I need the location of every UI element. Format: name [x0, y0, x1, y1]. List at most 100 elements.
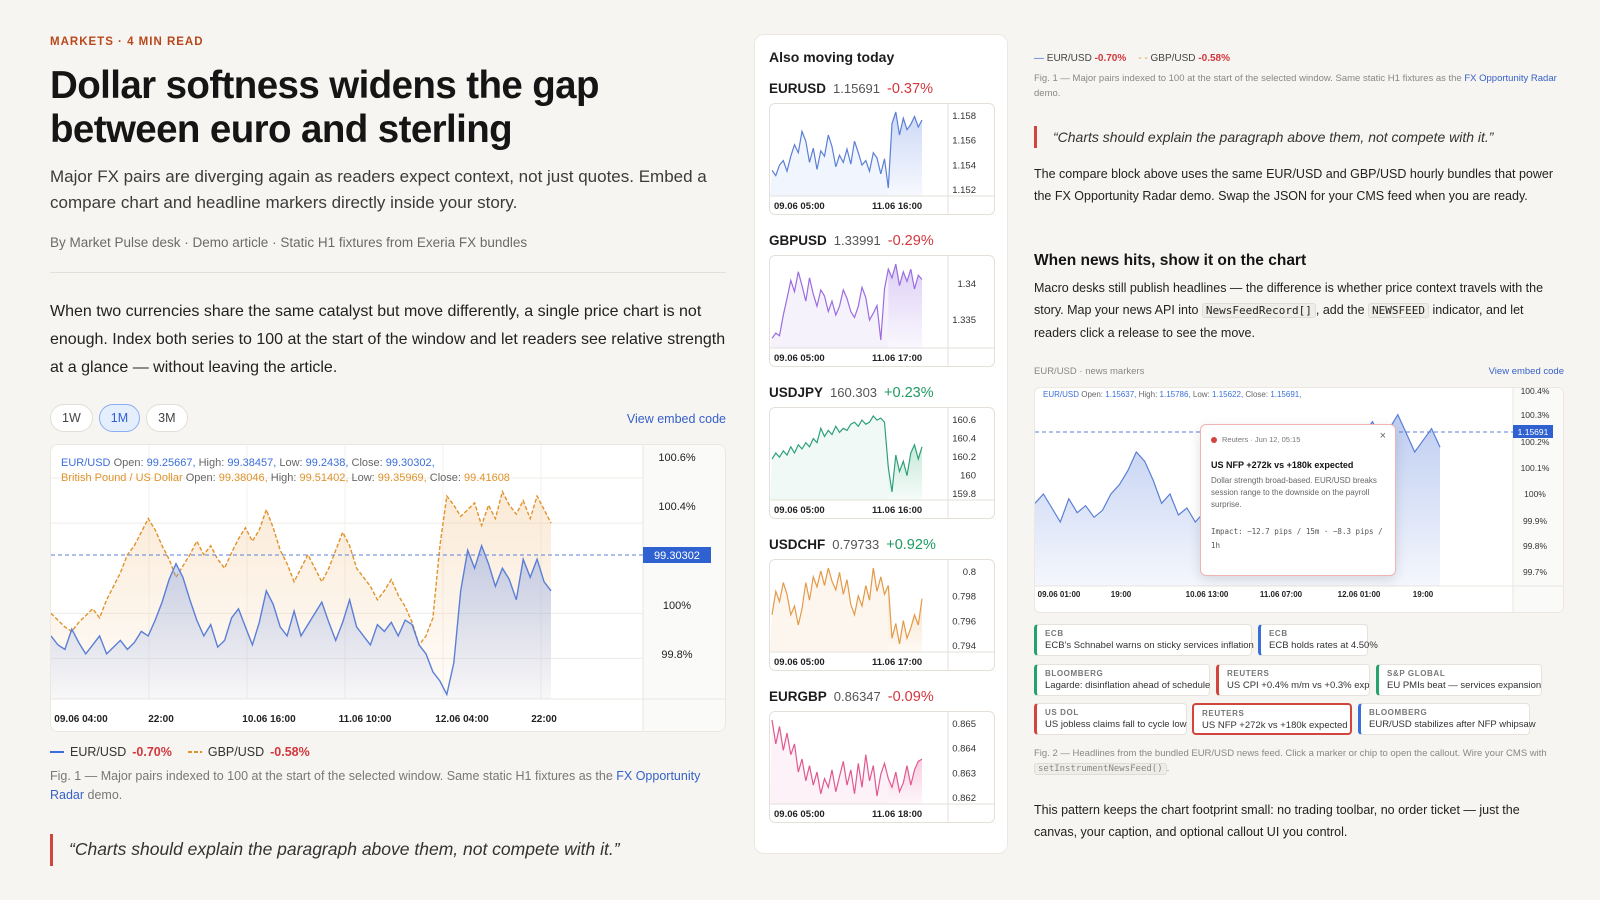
sparkline-y-tick: 1.34 — [958, 279, 977, 290]
news-chip[interactable]: BLOOMBERG Lagarde: disinflation ahead of … — [1034, 664, 1210, 696]
pair-change: -0.37% — [887, 81, 933, 97]
pair-sparkline[interactable]: 1.34 1.335 09.06 05:00 11.06 17:00 — [769, 255, 995, 367]
news-last-price-label: 1.15691 — [1518, 427, 1549, 437]
news-y-tick: 99.7% — [1523, 567, 1548, 577]
last-price-label: 99.30302 — [654, 550, 700, 562]
sparkline-y-tick: 1.152 — [952, 185, 976, 196]
news-chart[interactable]: 1.15691 100.4% 100.3% 100.2% 100.1% 100% 99.9%… — [1034, 387, 1564, 613]
chip-source: US DOL — [1045, 708, 1079, 717]
range-1m-button[interactable]: 1M — [98, 404, 141, 432]
code-newsfeed: NEWSFEED — [1368, 303, 1429, 318]
legend-gbpusd-swatch — [187, 751, 202, 753]
pair-price: 0.79733 — [832, 537, 880, 552]
figure-caption-small: Fig. 1 — Major pairs indexed to 100 at t… — [1034, 71, 1564, 101]
pair-sparkline[interactable]: 160.6 160.4 160.2 160 159.8 09.06 05:00 11.06 … — [769, 407, 995, 519]
sparkline-canvas: 0.8 0.798 0.796 0.794 09.06 05:00 11.06 17:00 — [770, 560, 994, 670]
news-chip[interactable]: ECB ECB's Schnabel warns on sticky servic… — [1034, 624, 1254, 656]
eurusd-line[interactable] — [51, 543, 552, 697]
range-3m-button[interactable]: 3M — [146, 404, 188, 432]
y-tick-label: 100.4% — [658, 501, 696, 513]
pair-usdchf[interactable]: USDCHF 0.79733 +0.92% 0.8 0.798 0.796 0.794 09.… — [769, 537, 995, 671]
news-chip[interactable]: REUTERS US CPI +0.4% m/m vs +0.3% exp — [1216, 664, 1370, 696]
chip-headline: ECB holds rates at 4.50% — [1269, 640, 1378, 651]
sparkline-line — [771, 719, 923, 797]
pair-symbol: EURGBP — [769, 689, 827, 704]
x-tick-label: 22:00 — [148, 714, 174, 725]
paragraph-compare: The compare block above uses the same EU… — [1034, 167, 1554, 203]
pair-symbol: GBPUSD — [769, 233, 827, 248]
sparkline-y-tick: 160.4 — [952, 434, 976, 445]
pair-change: +0.92% — [886, 537, 936, 553]
sparkline-canvas: 1.158 1.156 1.154 1.152 09.06 05:00 11.06 16:… — [770, 104, 994, 214]
compare-chart-canvas[interactable]: 99.30302 100.6% 100.4% 100% 99.8% 09.06 04:00… — [51, 445, 726, 732]
sparkline-area-early — [770, 568, 889, 652]
code-setinstrumentnewsfeed: setInstrumentNewsFeed() — [1034, 763, 1167, 775]
sparkline-y-tick: 0.864 — [952, 744, 976, 755]
x-tick-label: 22:00 — [531, 714, 557, 725]
eurusd-area — [51, 545, 551, 699]
callout-source: Reuters · Jun 12, 05:15 — [1211, 435, 1385, 444]
news-chip[interactable]: S&P GLOBAL EU PMIs beat — services expans… — [1376, 664, 1542, 696]
sparkline-y-tick: 1.158 — [952, 111, 976, 122]
pair-sparkline[interactable]: 0.8 0.798 0.796 0.794 09.06 05:00 11.06 17:00 — [769, 559, 995, 671]
pair-usdjpy[interactable]: USDJPY 160.303 +0.23% 160.6 160.4 160.2 160 159… — [769, 385, 995, 519]
pair-sparkline[interactable]: 0.865 0.864 0.863 0.862 09.06 05:00 11.06 18:… — [769, 711, 995, 823]
news-chip[interactable]: REUTERS US NFP +272k vs +180k expected — [1192, 703, 1352, 735]
fx-radar-link[interactable]: FX Opportunity Radar — [50, 769, 701, 802]
news-x-tick: 09.06 01:00 — [1038, 590, 1081, 599]
y-tick-label: 100.6% — [658, 452, 696, 464]
news-ohlc: EUR/USD Open: 1.15637, High: 1.15786, Lo… — [1043, 390, 1301, 399]
x-tick-label: 12.06 04:00 — [435, 714, 489, 725]
sparkline-y-tick: 160.2 — [952, 452, 976, 463]
gbpusd-line[interactable] — [51, 489, 552, 647]
legend-eurusd[interactable]: EUR/USD -0.70% — [50, 745, 172, 759]
chip-source: S&P GLOBAL — [1387, 669, 1446, 678]
view-embed-code-link[interactable]: View embed code — [626, 412, 726, 426]
legend-gbpusd[interactable]: GBP/USD -0.58% — [187, 745, 310, 759]
sparkline-area-early — [770, 416, 889, 500]
view-embed-code-link-small[interactable]: View embed code — [1488, 366, 1564, 377]
sparkline-x-tick-start: 09.06 05:00 — [774, 505, 825, 516]
chip-source: ECB — [1269, 629, 1288, 638]
fig2-text: Fig. 2 — Headlines from the bundled EUR/… — [1034, 748, 1547, 759]
sparkline-y-tick: 0.794 — [952, 641, 976, 652]
sparkline-line — [771, 263, 923, 341]
news-chip[interactable]: BLOOMBERG EUR/USD stabilizes after NFP wh… — [1358, 703, 1536, 735]
news-callout[interactable]: Reuters · Jun 12, 05:15 × US NFP +272k v… — [1200, 424, 1396, 576]
sparkline-y-tick: 1.335 — [952, 315, 976, 326]
compare-chart[interactable]: 99.30302 100.6% 100.4% 100% 99.8% 09.06 04:00… — [50, 444, 726, 732]
pair-header: GBPUSD 1.33991 -0.29% — [769, 233, 995, 255]
caption-small-end: demo. — [1034, 88, 1061, 99]
sparkline-y-tick: 0.798 — [952, 592, 976, 603]
sparkline-x-tick-end: 11.06 18:00 — [872, 809, 922, 820]
chip-source: BLOOMBERG — [1369, 708, 1428, 717]
close-icon[interactable]: × — [1379, 430, 1386, 442]
news-chip[interactable]: US DOL US jobless claims fall to cycle lo… — [1034, 703, 1187, 735]
pair-eurusd[interactable]: EURUSD 1.15691 -0.37% 1.158 1.156 1.154 1.152 0… — [769, 81, 995, 215]
fig2-end: . — [1166, 763, 1170, 774]
legend-eurusd-label: EUR/USD — [70, 745, 127, 759]
news-y-tick: 100.4% — [1521, 388, 1550, 396]
sparkline-y-tick: 0.863 — [952, 768, 976, 779]
sparkline-canvas: 0.865 0.864 0.863 0.862 09.06 05:00 11.06 18:… — [770, 712, 994, 822]
sparkline-area-early — [770, 269, 889, 348]
figure2-caption: Fig. 2 — Headlines from the bundled EUR/… — [1034, 746, 1564, 777]
news-chip[interactable]: ECB ECB holds rates at 4.50% — [1258, 624, 1378, 656]
pair-gbpusd[interactable]: GBPUSD 1.33991 -0.29% 1.34 1.335 09.06 05:00 1… — [769, 233, 995, 367]
sparkline-x-tick-start: 09.06 05:00 — [774, 353, 825, 364]
x-tick-label: 09.06 04:00 — [54, 714, 108, 725]
fx-radar-link-small[interactable]: FX Opportunity Radar — [1464, 73, 1557, 84]
news-last-price-badge — [1513, 425, 1553, 438]
sparkline-area-recent — [888, 112, 922, 196]
range-1w-button[interactable]: 1W — [50, 404, 93, 432]
chip-headline: US jobless claims fall to cycle low — [1045, 719, 1187, 730]
news-x-tick: 19:00 — [1111, 590, 1132, 599]
news-y-tick: 99.9% — [1523, 516, 1548, 526]
sparkline-y-tick: 1.154 — [952, 160, 976, 171]
pair-change: +0.23% — [884, 385, 934, 401]
p2-text-a: Macro desks still publish headlines — th… — [1034, 281, 1544, 317]
p2-text-b: , add the — [1315, 303, 1368, 317]
pair-eurgbp[interactable]: EURGBP 0.86347 -0.09% 0.865 0.864 0.863 0.862 0… — [769, 689, 995, 823]
pair-sparkline[interactable]: 1.158 1.156 1.154 1.152 09.06 05:00 11.06 16:… — [769, 103, 995, 215]
chip-source: REUTERS — [1227, 669, 1270, 678]
